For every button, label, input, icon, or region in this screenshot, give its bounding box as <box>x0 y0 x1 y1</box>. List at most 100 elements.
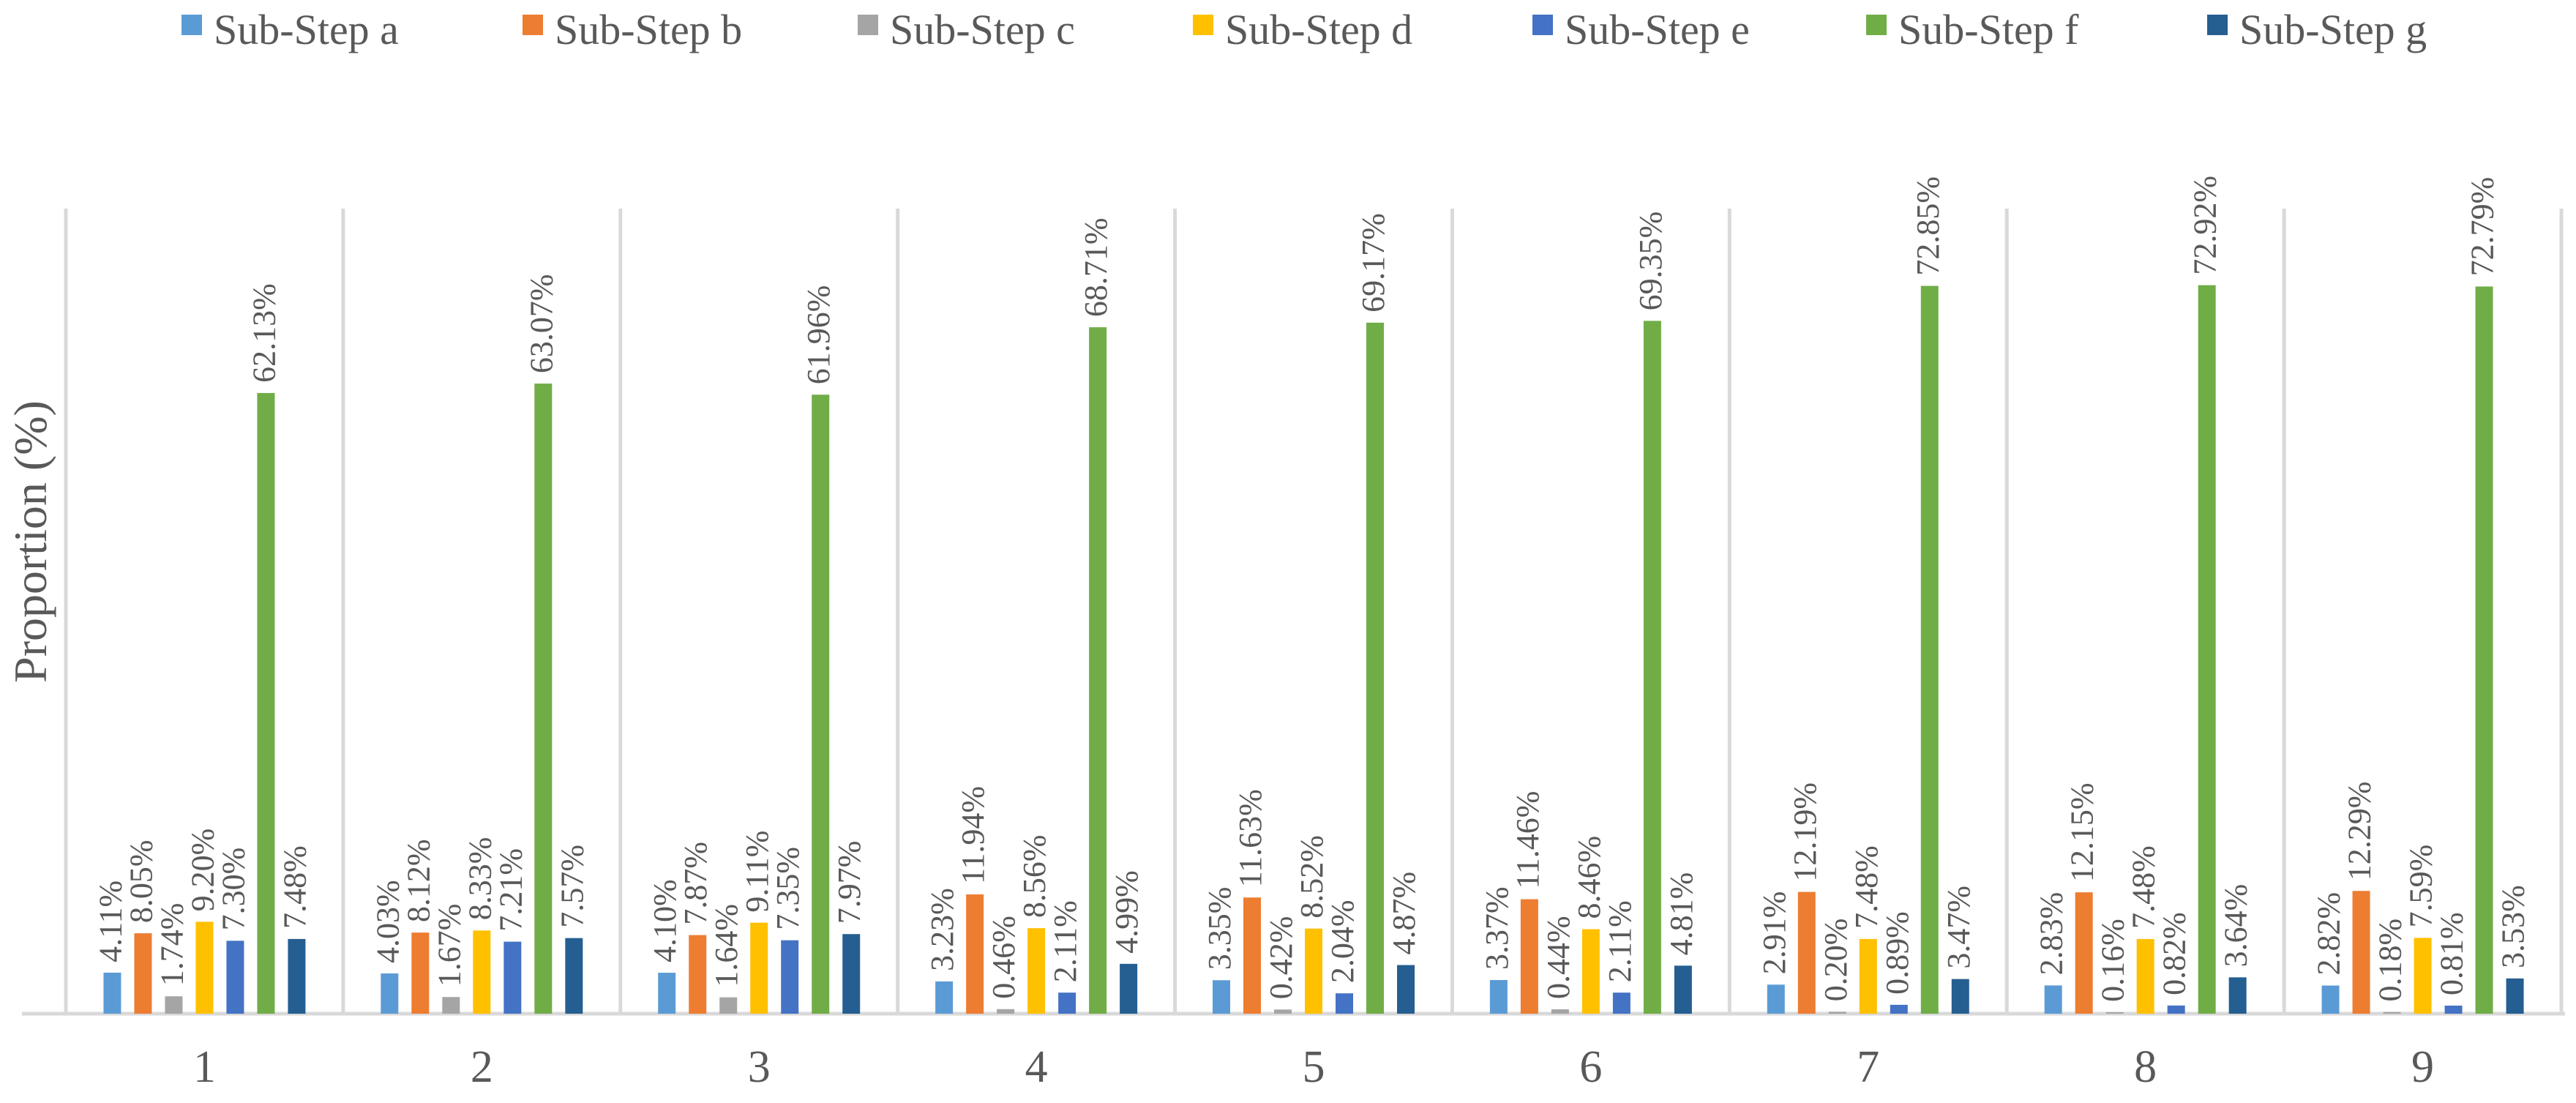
data-label: 3.23% <box>924 888 960 971</box>
x-tick-label: 4 <box>1025 1042 1048 1092</box>
bar <box>750 922 768 1014</box>
bar <box>997 1009 1015 1014</box>
x-tick-label: 7 <box>1857 1042 1879 1092</box>
x-tick-label: 8 <box>2134 1042 2157 1092</box>
plot-area: 4.11%8.05%1.74%9.20%7.30% 62.13% 7.48% 1 4.0… <box>22 176 2565 1092</box>
legend-entry: Sub-Step c <box>890 6 1075 53</box>
bar <box>2414 938 2432 1014</box>
bar <box>2444 1005 2463 1014</box>
bar <box>1366 322 1384 1014</box>
data-label: 4.81% <box>1663 872 1699 956</box>
bar <box>1120 963 1138 1014</box>
bar <box>2167 1005 2185 1014</box>
bar <box>719 997 738 1014</box>
bar <box>165 996 183 1014</box>
data-label: 2.83% <box>2034 892 2070 976</box>
data-label: 4.99% <box>1109 870 1145 954</box>
data-label: 0.20% <box>1818 919 1854 1002</box>
legend-entry: Sub-Step b <box>555 6 742 53</box>
bar <box>966 894 984 1014</box>
data-label: 0.42% <box>1263 916 1299 1000</box>
data-label: 12.29% <box>2342 782 2378 881</box>
legend-swatch <box>2207 15 2228 35</box>
bar <box>411 932 430 1014</box>
data-label: 2.11% <box>1602 900 1638 982</box>
data-label: 12.15% <box>2064 782 2100 882</box>
data-label: 2.91% <box>1756 891 1792 975</box>
data-label: 7.97% <box>831 841 867 924</box>
bar <box>1859 938 1877 1014</box>
data-label: 7.59% <box>2403 845 2439 928</box>
legend-swatch <box>1866 15 1887 35</box>
legend-swatch <box>181 15 202 35</box>
data-label: 61.96% <box>801 285 836 385</box>
bar <box>103 972 121 1014</box>
bar <box>381 973 399 1014</box>
data-label: 0.16% <box>2095 919 2131 1002</box>
bar <box>1797 891 1816 1014</box>
bar <box>473 930 491 1014</box>
bar <box>2475 286 2493 1014</box>
data-label: 72.79% <box>2465 177 2501 277</box>
bar <box>658 973 676 1014</box>
bar <box>257 392 275 1014</box>
data-label: 4.03% <box>370 880 405 963</box>
bar <box>134 933 152 1014</box>
bar <box>842 934 861 1014</box>
data-label: 0.18% <box>2373 919 2408 1002</box>
bar <box>2044 985 2062 1014</box>
bar <box>2352 891 2370 1014</box>
bar <box>689 935 707 1014</box>
bar <box>226 941 244 1014</box>
bar <box>1397 965 1415 1014</box>
data-label: 11.63% <box>1232 789 1268 887</box>
data-label: 3.47% <box>1941 886 1977 969</box>
data-label: 7.48% <box>1849 845 1884 929</box>
data-label: 8.33% <box>462 837 498 921</box>
x-tick-label: 5 <box>1303 1042 1325 1092</box>
legend-swatch <box>858 15 878 35</box>
bar <box>1581 929 1600 1014</box>
data-label: 8.05% <box>123 840 159 923</box>
bar <box>1520 899 1538 1014</box>
data-label: 7.48% <box>277 845 312 929</box>
data-label: 2.82% <box>2311 892 2347 976</box>
bar <box>812 395 830 1014</box>
bar <box>2228 977 2247 1014</box>
legend-entry: Sub-Step f <box>1898 6 2079 53</box>
bar <box>1336 993 1353 1014</box>
data-label: 0.44% <box>1540 916 1576 999</box>
bar <box>2506 978 2524 1014</box>
bar <box>288 938 306 1014</box>
x-tick-label: 3 <box>748 1042 771 1092</box>
bar <box>1058 992 1077 1014</box>
data-label: 12.19% <box>1787 782 1823 882</box>
bar <box>2198 285 2216 1014</box>
bar <box>2321 985 2340 1014</box>
data-label: 68.71% <box>1078 217 1114 317</box>
data-label: 8.46% <box>1571 836 1607 919</box>
bar <box>503 941 522 1014</box>
data-label: 7.21% <box>493 848 528 932</box>
bar <box>1828 1012 1846 1014</box>
bar <box>2383 1012 2401 1014</box>
bar <box>1674 965 1692 1014</box>
bar <box>1489 979 1508 1014</box>
data-label: 0.81% <box>2434 912 2470 995</box>
bar <box>781 940 799 1014</box>
data-label: 72.85% <box>1910 176 1946 276</box>
data-label: 69.35% <box>1633 212 1669 311</box>
bar <box>2136 938 2154 1014</box>
data-label: 3.35% <box>1202 887 1238 971</box>
data-label: 11.46% <box>1510 791 1546 889</box>
data-label: 2.04% <box>1325 900 1360 983</box>
bar <box>1890 1004 1908 1014</box>
bar <box>1027 928 1046 1014</box>
bar <box>1305 928 1322 1014</box>
bar <box>565 938 583 1014</box>
data-label: 7.30% <box>215 848 251 931</box>
data-label: 72.92% <box>2187 176 2223 275</box>
data-label: 0.82% <box>2157 912 2193 995</box>
bar <box>1089 327 1107 1014</box>
